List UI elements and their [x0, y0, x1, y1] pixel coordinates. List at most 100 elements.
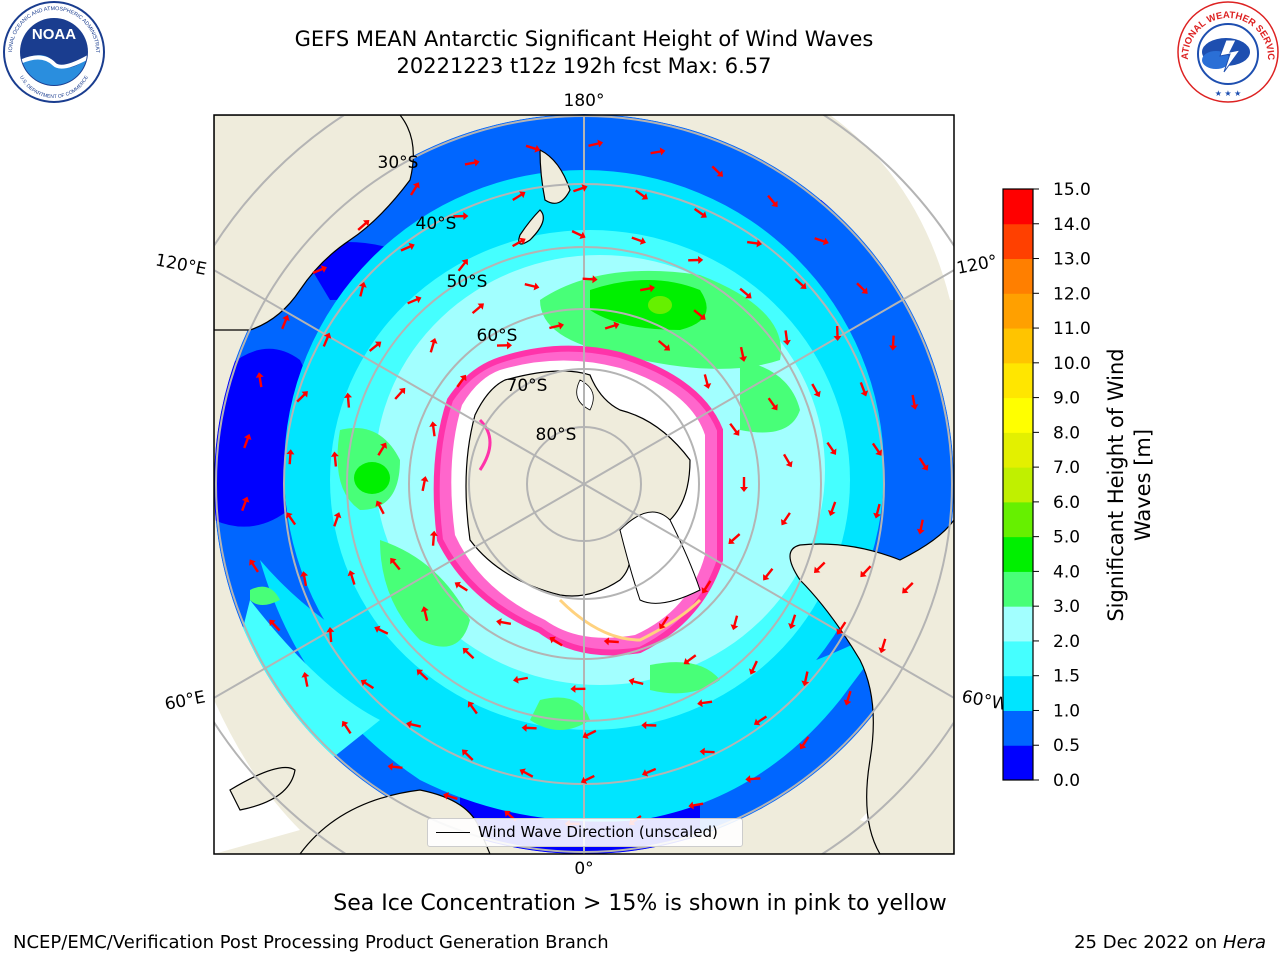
- wind-wave-arrow: [512, 191, 526, 202]
- wind-wave-arrow: [794, 278, 807, 289]
- wind-wave-arrow: [464, 158, 480, 167]
- wind-wave-arrow: [269, 619, 281, 632]
- wind-wave-arrow: [604, 321, 620, 330]
- wind-wave-arrow: [243, 433, 252, 449]
- wind-wave-arrow: [300, 571, 309, 587]
- colorbar-cell: [1003, 710, 1033, 746]
- wind-wave-arrow: [301, 671, 310, 687]
- wind-wave-arrow: [368, 341, 382, 352]
- wind-wave-arrow: [519, 768, 534, 778]
- wind-wave-arrow: [688, 801, 704, 810]
- wind-wave-arrow: [377, 442, 387, 456]
- wind-wave-arrow: [341, 720, 352, 735]
- continents: [214, 115, 954, 854]
- wind-wave-arrow: [549, 321, 564, 330]
- wind-wave-arrow: [910, 394, 919, 410]
- wind-wave-arrow: [749, 660, 758, 675]
- wind-wave-arrow: [286, 512, 297, 526]
- wind-wave-arrow: [799, 736, 810, 750]
- wind-wave-arrow: [249, 559, 259, 573]
- wind-wave-arrow: [453, 212, 469, 221]
- wind-wave-arrow: [375, 500, 385, 515]
- colorbar-tick-label: 1.0: [1053, 701, 1080, 721]
- lat-label-30s: 30°S: [378, 153, 419, 173]
- wind-wave-arrow: [570, 684, 586, 693]
- footer-date: 25 Dec 2022 on Hera: [1074, 932, 1266, 953]
- wind-wave-arrow: [631, 236, 646, 245]
- wind-wave-arrow: [387, 762, 403, 771]
- map-legend: Wind Wave Direction (unscaled): [427, 818, 743, 847]
- colorbar-tick-label: 13.0: [1053, 250, 1091, 270]
- noaa-logo-text: NOAA: [32, 26, 76, 43]
- wind-wave-arrow: [241, 496, 250, 512]
- colorbar-tick-label: 0.0: [1053, 771, 1080, 791]
- wind-wave-arrow: [456, 374, 467, 388]
- wind-wave-arrow: [496, 618, 512, 627]
- colorbar-cell: [1003, 745, 1033, 781]
- colorbar-cell: [1003, 606, 1033, 642]
- wind-wave-arrow: [400, 242, 415, 252]
- wind-wave-arrow: [683, 654, 697, 665]
- wind-wave-arrow: [634, 189, 648, 200]
- lat-label-70s: 70°S: [507, 376, 548, 396]
- wind-wave-arrow: [582, 275, 598, 284]
- colorbar-tick-label: 12.0: [1053, 284, 1091, 304]
- wind-wave-arrow: [788, 614, 797, 630]
- wind-wave-arrow: [358, 281, 367, 297]
- lon-label-180: 180°: [564, 91, 605, 111]
- wind-wave-arrow: [833, 325, 842, 341]
- lat-label-50s: 50°S: [447, 272, 488, 292]
- wind-wave-arrow: [767, 397, 778, 411]
- wind-wave-arrow: [390, 557, 401, 571]
- wind-wave-arrow: [828, 501, 837, 517]
- wind-wave-arrow: [281, 314, 290, 330]
- wind-wave-arrow: [406, 720, 421, 729]
- wind-wave-arrow: [730, 615, 739, 631]
- wind-wave-arrow: [461, 749, 474, 761]
- wind-wave-arrow: [860, 565, 872, 578]
- colorbar-tick-label: 10.0: [1053, 354, 1091, 374]
- colorbar-tick-label: 6.0: [1053, 493, 1080, 513]
- wind-wave-arrow: [871, 442, 882, 456]
- wind-wave-arrow: [801, 671, 810, 687]
- wind-wave-arrow: [782, 453, 793, 468]
- colorbar-title-line2: Waves [m]: [1131, 429, 1155, 541]
- wind-wave-arrow: [454, 581, 468, 592]
- map-frame: [213, 114, 955, 855]
- wind-wave-arrow: [571, 230, 586, 239]
- wind-wave-arrow: [873, 503, 881, 519]
- wind-wave-arrow: [739, 287, 752, 299]
- colorbar-cell: [1003, 189, 1033, 225]
- wind-wave-arrow: [467, 701, 478, 715]
- wind-wave-arrow: [856, 282, 868, 294]
- wind-wave-arrow: [429, 337, 438, 353]
- colorbar-tick-label: 1.5: [1053, 667, 1080, 687]
- footer-host: Hera: [1222, 932, 1266, 953]
- wind-wave-arrow: [443, 792, 458, 801]
- wind-wave-arrow: [588, 139, 604, 148]
- wind-wave-arrow: [512, 237, 526, 248]
- wind-wave-arrow: [496, 341, 512, 350]
- footer-credit: NCEP/EMC/Verification Post Processing Pr…: [13, 932, 609, 953]
- wind-wave-arrow: [688, 255, 704, 264]
- wind-wave-arrow: [513, 675, 529, 684]
- wind-wave-arrow: [711, 165, 724, 177]
- wind-wave-arrow: [878, 638, 887, 654]
- wind-wave-arrow: [326, 627, 335, 643]
- lat-label-80s: 80°S: [536, 425, 577, 445]
- colorbar-frame: [1002, 188, 1034, 781]
- lon-label-0: 0°: [574, 859, 593, 879]
- wind-wave-arrow: [462, 647, 475, 660]
- wind-wave-arrow: [745, 775, 761, 784]
- wind-wave-arrow: [699, 747, 715, 756]
- wind-wave-arrow: [703, 374, 712, 389]
- wind-wave-arrow: [521, 723, 537, 732]
- wind-wave-arrow: [843, 690, 852, 706]
- wind-wave-arrow: [394, 387, 406, 400]
- chart-subtitle: 20221223 t12z 192h fcst Max: 6.57: [396, 54, 772, 78]
- colorbar-tick-label: 7.0: [1053, 458, 1080, 478]
- wind-wave-arrow: [641, 767, 657, 777]
- wind-wave-arrow: [697, 699, 713, 708]
- wind-wave-arrow: [429, 530, 438, 546]
